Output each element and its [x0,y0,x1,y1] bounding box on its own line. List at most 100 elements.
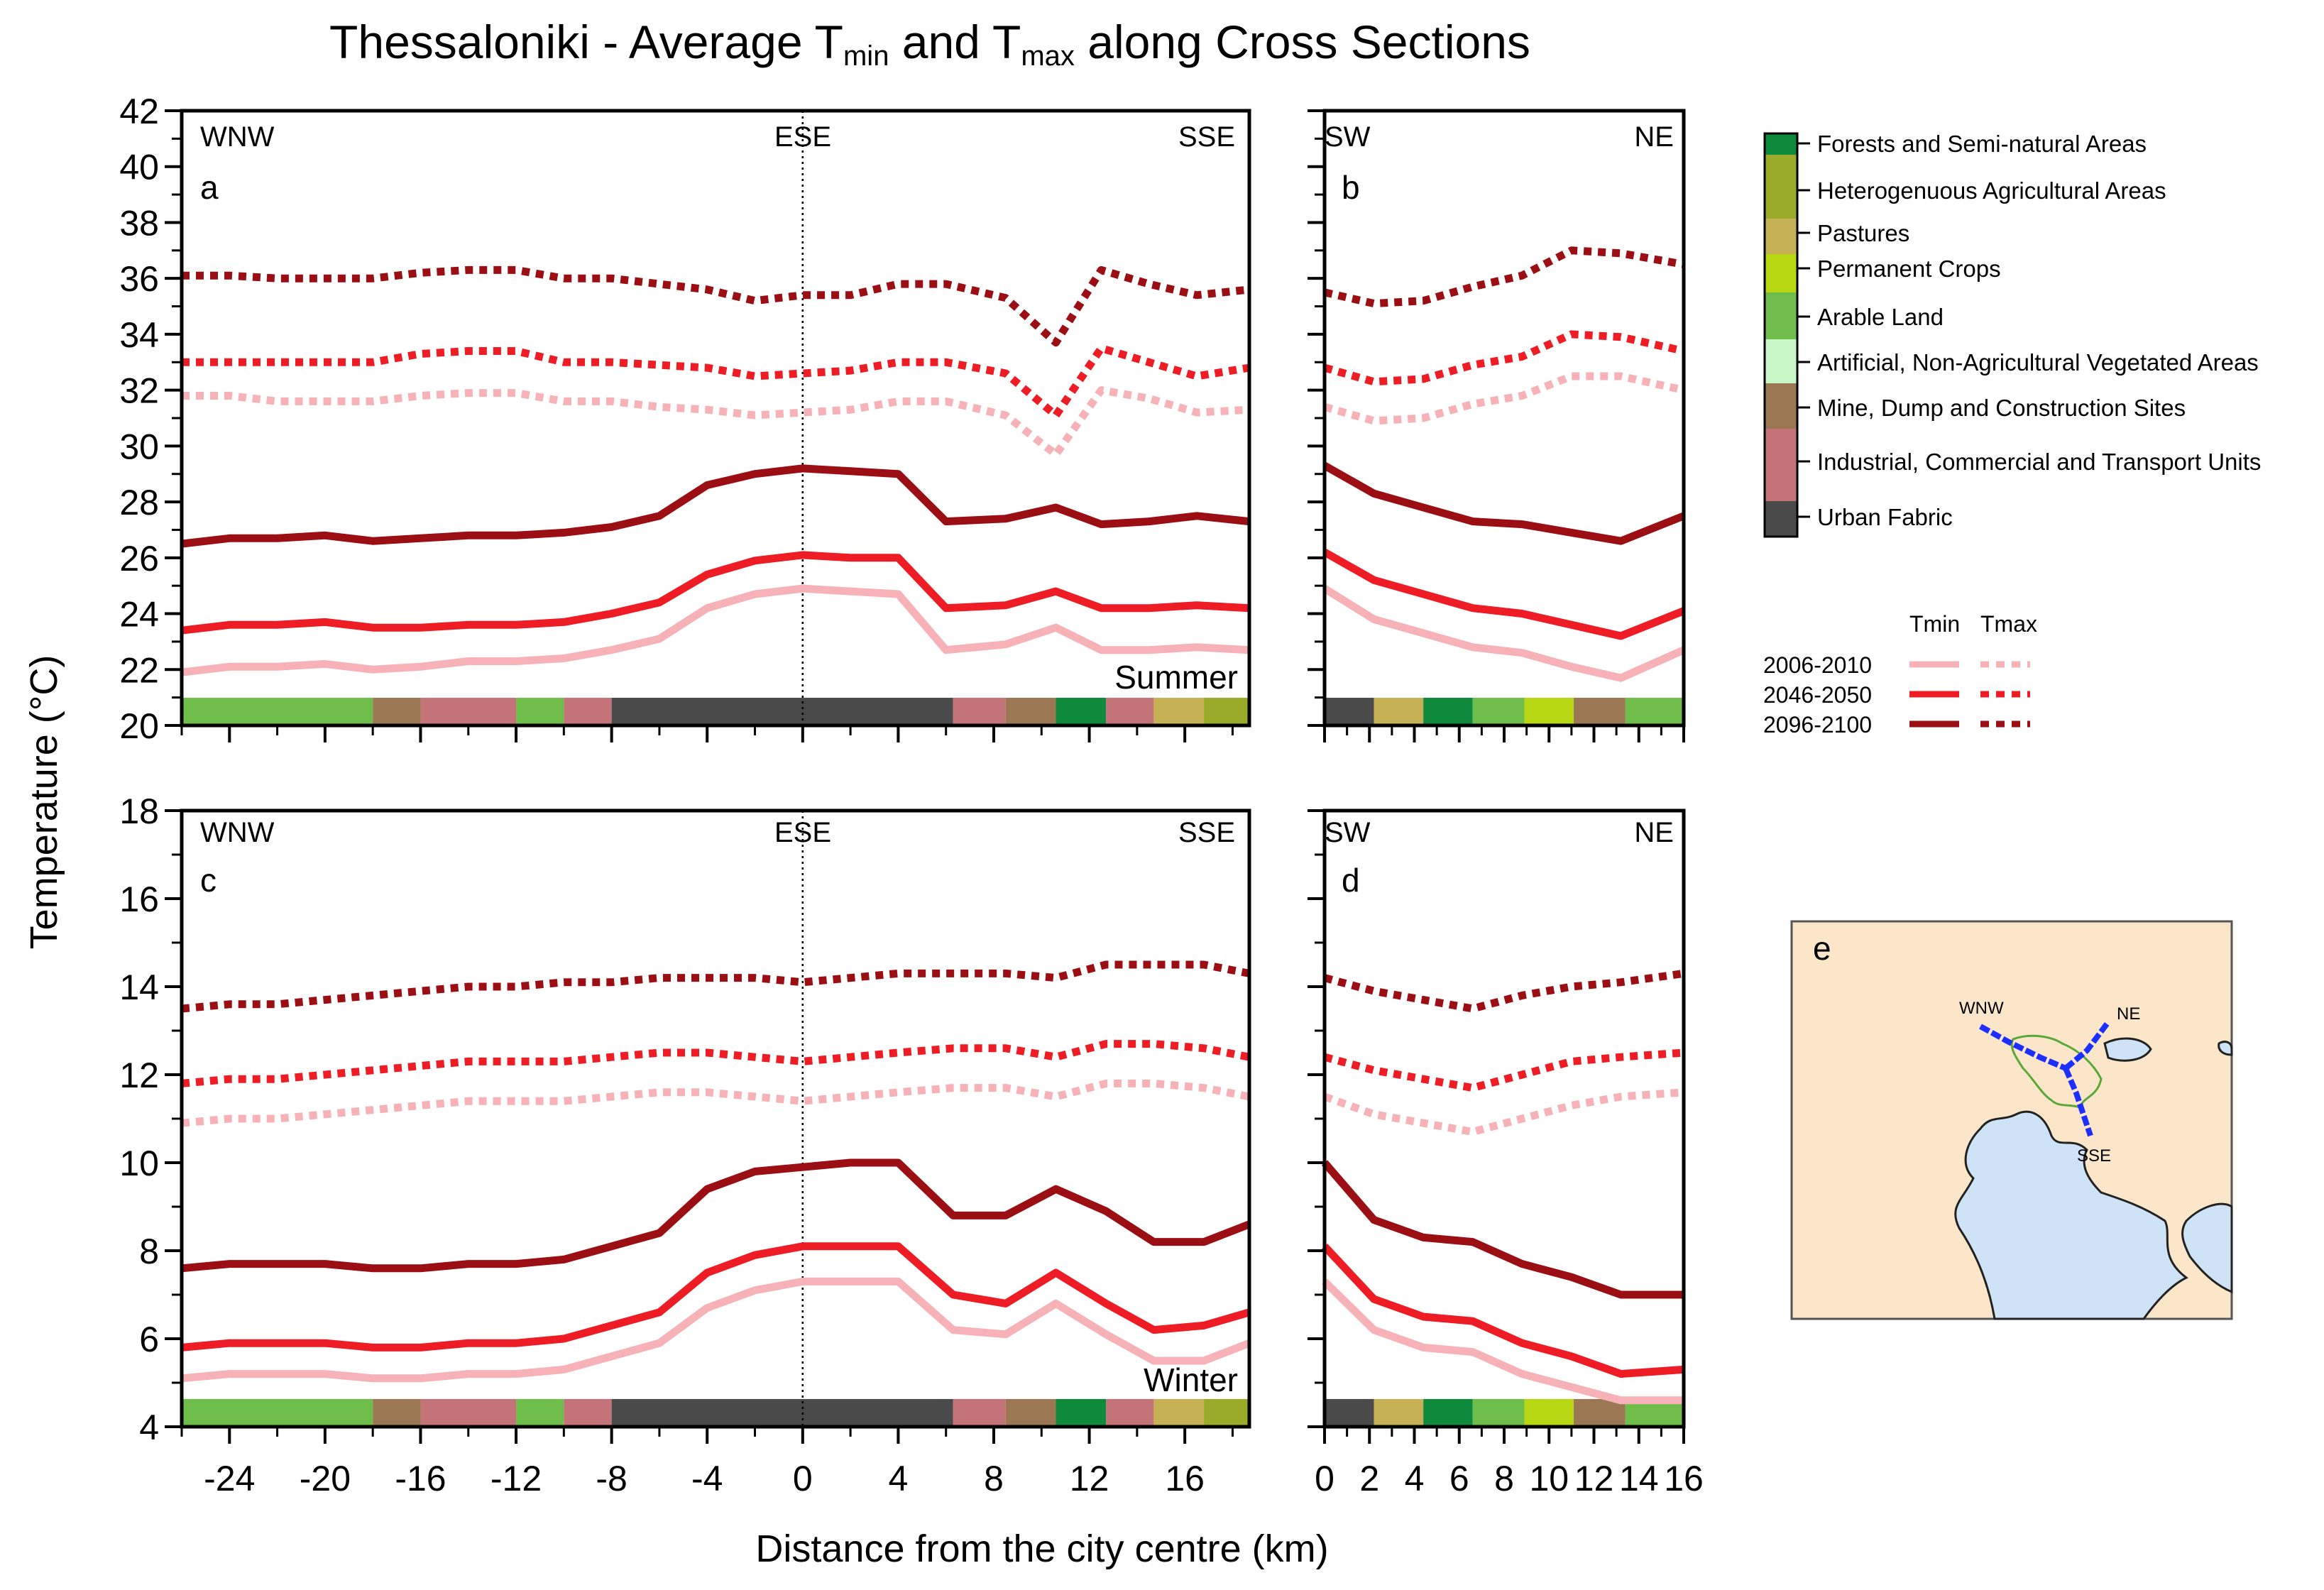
panel-c-landcover-segment [373,1398,421,1427]
panel-d-series-2046-2050-tmax [1323,1048,1684,1092]
x-axis-label: Distance from the city centre (km) [755,1528,1328,1570]
title-suffix: along Cross Sections [1075,16,1530,68]
legend-swatches [1909,661,2030,728]
legend-lc-label: Permanent Crops [1817,256,2001,282]
title-prefix: Thessaloniki - Average T [329,16,843,68]
legend-lc-label: Forests and Semi-natural Areas [1817,131,2147,157]
legend-tmax-header: Tmax [1980,611,2037,637]
panel-b-landcover-segment [1524,698,1574,725]
panel-c-landcover-segment [1204,1398,1249,1427]
panel-c-winter: 4 6 8 10 12 14 16 18 -24 -20 -16 -12 -8 -4 0 4 8 12 16 c W… [119,791,1251,1498]
panel-a-y-tick-label: 32 [119,371,159,411]
panel-c-x-tick-label: -8 [596,1459,627,1498]
panel-b-letter: b [1342,169,1360,206]
panel-c-y-tick-label: 4 [139,1408,159,1447]
panel-b-left-direction: SW [1325,121,1371,153]
panel-c-series-2046-2050-tmax [181,1040,1251,1087]
panel-c-landcover-segment [516,1398,564,1427]
panel-d-letter: d [1342,862,1360,899]
map-lake [2103,1037,2152,1062]
panel-a-y-tick-label: 40 [119,148,159,187]
panel-a-series-2046-2050-tmax [182,344,1250,420]
panel-c-landcover-segment [611,1398,953,1427]
panel-c-landcover-segment [1056,1398,1107,1427]
panel-c-left-direction: WNW [200,817,275,848]
panel-a-y-tick-label: 26 [119,539,159,579]
panel-a-landcover-segment [1204,698,1249,725]
panel-d-series-2096-2100-tmin [1321,1160,1684,1299]
panel-c-series-2096-2100-tmin [181,1158,1251,1273]
panel-a-letter: a [200,169,219,206]
panel-a-y-tick-label: 30 [119,427,159,466]
panel-c-x-tick-label: -24 [204,1459,255,1498]
panel-a-landcover-segment [1056,698,1107,725]
panel-a-series-2046-2050-tmin [181,551,1250,635]
panel-a-y-tick-label: 34 [119,315,159,355]
map-label-ne: NE [2117,1004,2140,1024]
panel-c-y-tick-label: 8 [139,1232,159,1271]
panel-c-series-2006-2010-tmin [181,1277,1251,1383]
panel-a-frame [180,109,1251,728]
map-inset-e: e WNW NE SSE [1790,920,2233,1320]
panel-d-winter-sw-ne: 0 2 4 6 8 10 12 14 16 d SW NE [1308,808,1704,1498]
panel-c-y-tick-label: 10 [119,1144,159,1183]
panel-a-y-tick-label: 24 [119,595,159,635]
legend-lc-label: Pastures [1817,220,1909,246]
panel-d-x-tick-label: 12 [1574,1459,1614,1498]
panel-b-right-direction: NE [1634,121,1674,153]
panel-a-landcover-segment [1106,698,1154,725]
panel-a-landcover-segment [373,698,421,725]
panel-c-letter: c [200,862,216,899]
panel-a-season: Summer [1114,659,1238,696]
chart-title: Thessaloniki - Average Tmin and Tmax alo… [329,16,1530,72]
panel-d-right-direction: NE [1634,817,1674,848]
legend-lc-label: Heterogenuous Agricultural Areas [1817,177,2166,204]
panel-a-y-tick-label: 38 [119,203,159,243]
panel-a-right-direction: SSE [1178,121,1235,153]
title-min-subscript: min [843,40,889,72]
panel-a-landcover-segment [611,698,953,725]
map-route-ne [2063,1020,2111,1071]
panel-b-landcover-segment [1625,698,1684,725]
land-cover-legend: Forests and Semi-natural Areas Heterogenu… [1763,131,2261,538]
panel-a-y-tick-label: 28 [119,483,159,522]
series-legend: Tmin Tmax 2006-2010 2046-2050 2096-2100 [1763,611,2037,738]
legend-swatch-7 [1765,429,1797,501]
panel-c-x-tick-label: -4 [691,1459,723,1498]
legend-swatch-4 [1765,292,1797,339]
map-lake-east [2218,1041,2233,1056]
panel-c-y-tick-label: 6 [139,1320,159,1359]
panel-a-landcover-segment [182,698,373,725]
panel-a-landcover-segment [564,698,612,725]
panel-d-x-tick-label: 0 [1315,1459,1334,1498]
panel-b-plot [1308,109,1686,742]
legend-swatch-0 [1765,133,1797,155]
panel-c-landcover-segment [1005,1398,1056,1427]
panel-c-y-tick-label: 18 [119,791,159,831]
y-axis-label: Temperature (°C) [23,655,65,950]
panel-b-series-2096-2100-tmin [1322,462,1686,545]
panel-c-landcover-segment [1153,1398,1205,1427]
panel-c-y-tick-label: 14 [119,967,159,1007]
panel-d-series-2006-2010-tmin [1322,1278,1684,1405]
panel-c-x-tick-label: 0 [793,1459,813,1498]
panel-b-landcover-segment [1423,698,1473,725]
panel-b-series-2006-2010-tmax [1323,372,1685,425]
map-label-wnw: WNW [1959,999,2004,1018]
panel-d-x-tick-label: 10 [1529,1459,1569,1498]
panel-a-y-tick-label: 20 [119,706,159,746]
panel-a-landcover-segment [420,698,517,725]
panel-a-landcover-segment [1005,698,1056,725]
panel-c-plot: 4 6 8 10 12 14 16 18 -24 -20 -16 -12 -8 -4 0 4 8 12 16 [119,791,1251,1498]
legend-lc-label: Industrial, Commercial and Transport Uni… [1817,449,2261,475]
legend-swatch-1 [1765,155,1797,219]
panel-a-series-2096-2100-tmax [182,265,1250,347]
panel-b-landcover-segment [1325,698,1374,725]
panel-d-x-tick-label: 4 [1405,1459,1425,1498]
panel-a-mid-direction: ESE [774,121,831,153]
panel-a-plot: 20 22 24 26 28 30 32 34 36 38 40 42 [119,92,1251,746]
map-route-wnw [1979,1024,2067,1071]
panel-b-series-2046-2050-tmin [1322,549,1686,640]
legend-colorbar-frame [1763,132,1799,538]
panel-c-landcover-segment [953,1398,1006,1427]
